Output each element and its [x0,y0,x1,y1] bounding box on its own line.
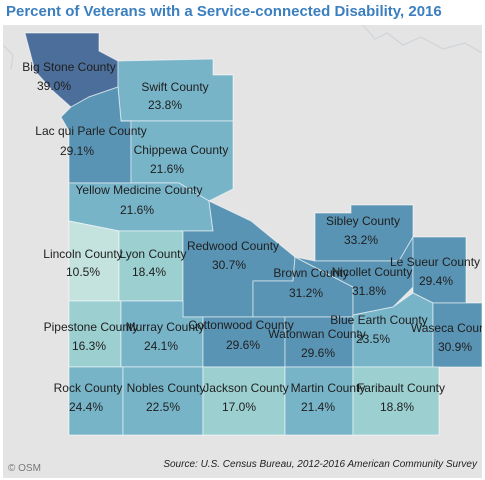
county-value: 17.0% [222,400,256,414]
county-label: Sibley County [326,214,400,228]
county-label: Blue Earth County [330,313,427,327]
county-value: 29.6% [301,346,335,360]
map-view[interactable]: Big Stone County 39.0% Swift County 23.8… [3,25,482,478]
county-label: Redwood County [187,239,279,253]
map-canvas[interactable]: Big Stone County 39.0% Swift County 23.8… [3,25,482,478]
county-label: Lincoln County [43,247,122,261]
county-value: 10.5% [66,265,100,279]
county-value: 23.8% [148,98,182,112]
county-label: Chippewa County [134,143,229,157]
county-label: Lyon County [120,247,187,261]
map-attribution[interactable]: © OSM [8,463,41,474]
county-label: Brown County [273,266,348,280]
county-value: 16.3% [72,339,106,353]
county-label: Martin County [291,381,366,395]
county-value: 18.8% [380,400,414,414]
county-label: Rock County [54,381,123,395]
county-value: 29.1% [60,144,94,158]
county-label: Big Stone County [22,60,115,74]
county-label: Cottonwood County [188,318,293,332]
county-pipestone[interactable] [68,300,122,368]
county-value: 29.6% [226,338,260,352]
county-label: Lac qui Parle County [35,124,146,138]
county-label: Murray County [126,320,205,334]
county-value: 29.4% [419,274,453,288]
source-note: Source: U.S. Census Bureau, 2012-2016 Am… [163,459,477,470]
lake-outline [362,25,482,54]
county-value: 31.8% [352,284,386,298]
county-lincoln[interactable] [68,220,120,302]
county-label: Nobles County [127,381,206,395]
county-le-sueur[interactable] [412,236,467,304]
county-faribault[interactable] [352,366,440,436]
county-label: Pipestone County [44,320,139,334]
county-value: 33.2% [344,233,378,247]
county-value: 23.5% [356,332,390,346]
county-waseca[interactable] [432,302,482,368]
county-label: Faribault County [357,381,445,395]
county-value: 30.7% [212,258,246,272]
county-value: 18.4% [132,265,166,279]
county-label: Yellow Medicine County [76,183,203,197]
county-value: 22.5% [146,400,180,414]
county-value: 21.6% [150,162,184,176]
county-label: Nicollet County [332,265,413,279]
county-value: 21.6% [120,203,154,217]
county-label: Waseca County [411,321,482,335]
county-value: 24.1% [144,339,178,353]
county-label: Jackson County [203,381,288,395]
county-label: Le Sueur County [390,255,480,269]
page-title: Percent of Veterans with a Service-conne… [6,3,442,20]
county-value: 30.9% [438,340,472,354]
county-label: Watonwan County [268,327,366,341]
county-value: 24.4% [69,400,103,414]
county-value: 31.2% [289,286,323,300]
lake-outline [3,44,14,70]
county-label: Swift County [141,80,208,94]
county-value: 39.0% [37,79,71,93]
county-value: 21.4% [301,400,335,414]
